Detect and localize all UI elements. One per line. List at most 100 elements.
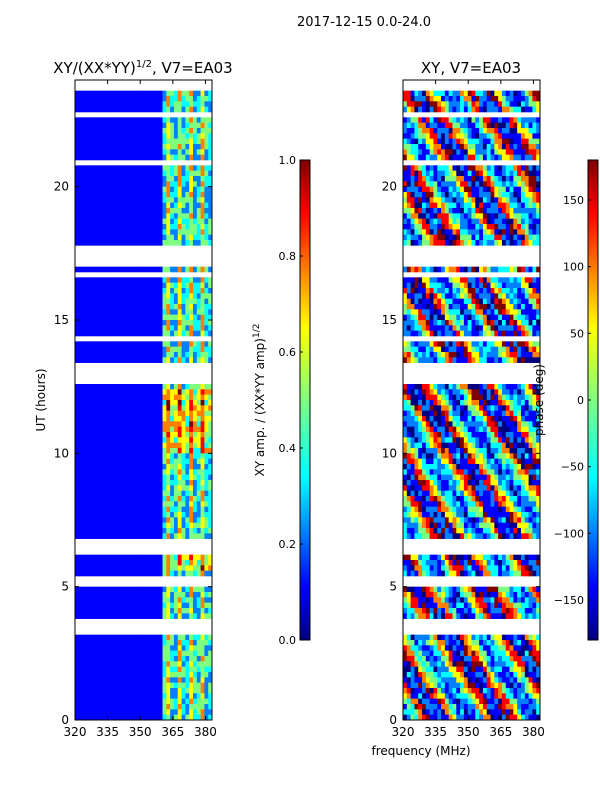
heatmap-cell bbox=[204, 218, 209, 225]
heatmap-cell bbox=[456, 234, 461, 241]
heatmap-cell bbox=[147, 224, 152, 230]
heatmap-cell bbox=[162, 320, 167, 326]
heatmap-cell bbox=[101, 645, 106, 651]
heatmap-cell bbox=[143, 192, 148, 198]
heatmap-cell bbox=[105, 186, 110, 193]
heatmap-cell bbox=[162, 128, 167, 134]
heatmap-cell bbox=[185, 165, 190, 171]
heatmap-cell bbox=[185, 282, 190, 289]
heatmap-cell bbox=[482, 106, 488, 113]
heatmap-cell bbox=[139, 506, 144, 513]
heatmap-cell bbox=[181, 346, 186, 353]
heatmap-cell bbox=[437, 128, 442, 134]
heatmap-cell bbox=[101, 597, 106, 603]
heatmap-cell bbox=[101, 293, 106, 299]
heatmap-cell bbox=[452, 298, 457, 305]
heatmap-cell bbox=[460, 122, 465, 129]
heatmap-cell bbox=[143, 288, 148, 294]
heatmap-cell bbox=[135, 288, 141, 294]
heatmap-cell bbox=[181, 234, 186, 241]
heatmap-cell bbox=[181, 304, 186, 310]
heatmap-cell bbox=[192, 666, 198, 673]
heatmap-cell bbox=[128, 229, 133, 235]
heatmap-cell bbox=[429, 218, 434, 225]
heatmap-cell bbox=[132, 661, 137, 667]
heatmap-cell bbox=[528, 229, 533, 235]
heatmap-cell bbox=[471, 218, 476, 225]
heatmap-cell bbox=[139, 586, 144, 593]
heatmap-cell bbox=[116, 325, 122, 331]
heatmap-cell bbox=[94, 501, 99, 507]
heatmap-cell bbox=[189, 410, 194, 417]
heatmap-cell bbox=[151, 586, 156, 593]
heatmap-cell bbox=[181, 170, 186, 177]
heatmap-cell bbox=[452, 330, 457, 337]
heatmap-cell bbox=[97, 528, 103, 534]
heatmap-cell bbox=[86, 693, 91, 699]
heatmap-cell bbox=[166, 640, 171, 646]
heatmap-cell bbox=[403, 144, 408, 150]
heatmap-cell bbox=[116, 570, 122, 577]
heatmap-cell bbox=[101, 144, 106, 150]
heatmap-cell bbox=[204, 197, 209, 203]
heatmap-cell bbox=[204, 325, 209, 331]
heatmap-cell bbox=[101, 298, 106, 305]
heatmap-cell bbox=[181, 165, 186, 171]
heatmap-cell bbox=[113, 138, 118, 145]
heatmap-cell bbox=[139, 464, 144, 470]
heatmap-cell bbox=[486, 176, 491, 182]
heatmap-cell bbox=[479, 181, 484, 187]
heatmap-cell bbox=[501, 117, 507, 123]
heatmap-cell bbox=[143, 490, 148, 497]
heatmap-cell bbox=[86, 432, 91, 438]
heatmap-cell bbox=[501, 277, 507, 283]
heatmap-cell bbox=[177, 645, 182, 651]
heatmap-cell bbox=[448, 154, 453, 161]
heatmap-cell bbox=[113, 554, 118, 561]
heatmap-cell bbox=[501, 90, 507, 97]
heatmap-cell bbox=[82, 405, 87, 411]
heatmap-cell bbox=[109, 528, 114, 534]
heatmap-cell bbox=[490, 266, 495, 273]
heatmap-cell bbox=[463, 101, 469, 107]
heatmap-cell bbox=[517, 202, 522, 209]
heatmap-cell bbox=[86, 106, 91, 113]
heatmap-cell bbox=[143, 405, 148, 411]
heatmap-cell bbox=[196, 464, 201, 470]
heatmap-cell bbox=[177, 410, 182, 417]
heatmap-cell bbox=[517, 154, 522, 161]
colorbar-tick-label: 0.6 bbox=[279, 346, 297, 359]
heatmap-cell bbox=[441, 234, 446, 241]
heatmap-cell bbox=[143, 352, 148, 358]
heatmap-cell bbox=[162, 186, 167, 193]
heatmap-cell bbox=[78, 352, 84, 358]
heatmap-cell bbox=[139, 656, 144, 662]
heatmap-cell bbox=[139, 346, 144, 353]
heatmap-cell bbox=[154, 352, 160, 358]
heatmap-cell bbox=[86, 650, 91, 657]
heatmap-cell bbox=[97, 352, 103, 358]
heatmap-cell bbox=[406, 320, 412, 326]
heatmap-cell bbox=[78, 661, 84, 667]
heatmap-cell bbox=[101, 522, 106, 529]
heatmap-cell bbox=[78, 90, 84, 97]
heatmap-cell bbox=[90, 522, 95, 529]
heatmap-cell bbox=[208, 506, 212, 513]
heatmap-cell bbox=[200, 208, 205, 214]
heatmap-cell bbox=[448, 170, 453, 177]
heatmap-cell bbox=[185, 400, 190, 406]
heatmap-cell bbox=[75, 485, 80, 491]
heatmap-cell bbox=[520, 309, 526, 315]
heatmap-cell bbox=[154, 426, 160, 433]
heatmap-cell bbox=[132, 325, 137, 331]
heatmap-cell bbox=[448, 240, 453, 246]
heatmap-cell bbox=[128, 416, 133, 422]
heatmap-cell bbox=[185, 208, 190, 214]
heatmap-cell bbox=[505, 176, 510, 182]
heatmap-cell bbox=[192, 240, 198, 246]
heatmap-cell bbox=[78, 565, 84, 571]
heatmap-cell bbox=[486, 213, 491, 219]
heatmap-cell bbox=[177, 282, 182, 289]
heatmap-cell bbox=[173, 645, 179, 651]
heatmap-cell bbox=[94, 490, 99, 497]
